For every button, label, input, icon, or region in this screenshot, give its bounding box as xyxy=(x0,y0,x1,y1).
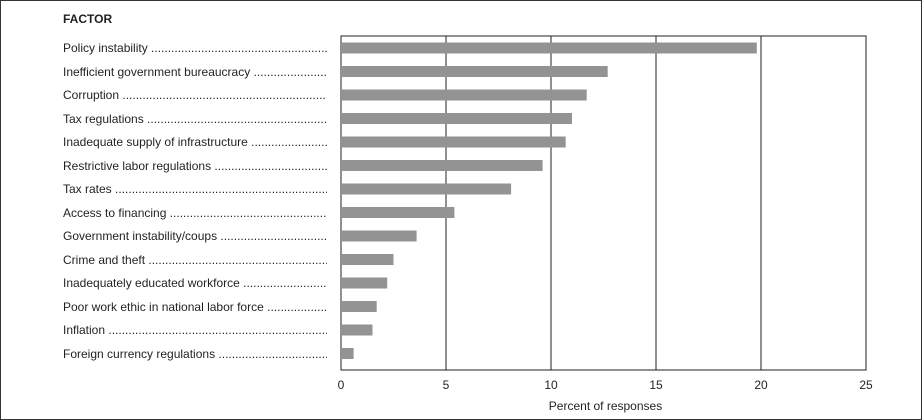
category-label: Inflation xyxy=(63,322,327,338)
leader-dots xyxy=(217,229,327,243)
category-label-text: Inadequate supply of infrastructure xyxy=(63,135,248,149)
bar xyxy=(341,254,394,265)
leader-dots xyxy=(215,347,327,361)
leader-dots xyxy=(166,206,327,220)
category-label-text: Restrictive labor regulations xyxy=(63,158,212,173)
bar xyxy=(341,42,757,54)
leader-dots xyxy=(240,276,327,290)
leader-dots xyxy=(105,323,327,337)
category-label: Poor work ethic in national labor force xyxy=(63,299,327,315)
category-label-text: Corruption xyxy=(63,88,120,102)
bar xyxy=(341,277,388,289)
bar xyxy=(341,183,512,195)
x-tick-label: 15 xyxy=(649,378,663,392)
bar xyxy=(341,301,377,312)
x-tick-label: 0 xyxy=(338,378,345,392)
category-label: Inefficient government bureaucracy xyxy=(63,64,327,80)
x-tick-label: 5 xyxy=(443,378,450,392)
x-tick-label: 20 xyxy=(754,378,768,392)
category-label: Restrictive labor regulations xyxy=(63,158,327,174)
leader-dots xyxy=(148,41,327,55)
bar xyxy=(341,136,566,148)
category-label-text: Inadequately educated workforce xyxy=(63,276,240,290)
bar xyxy=(341,348,354,359)
category-label: Government instability/coups xyxy=(63,228,327,244)
category-label-text: Policy instability xyxy=(63,41,148,55)
bar xyxy=(341,89,587,101)
category-label-text: Tax regulations xyxy=(63,111,144,126)
bar xyxy=(341,230,417,242)
bar xyxy=(341,324,373,336)
category-label: Foreign currency regulations xyxy=(63,346,327,362)
x-tick-label: 25 xyxy=(859,378,873,392)
plot-frame xyxy=(340,35,867,371)
category-label-text: Foreign currency regulations xyxy=(63,346,216,361)
x-tick-labels: 0 5 10 15 20 25 xyxy=(338,378,873,392)
category-label-text: Tax rates xyxy=(63,182,112,196)
bar xyxy=(341,113,572,124)
leader-dots xyxy=(248,135,327,149)
category-heading: FACTOR xyxy=(63,12,113,26)
category-label: Policy instability xyxy=(63,40,327,56)
leader-dots xyxy=(144,112,327,126)
x-tick-label: 10 xyxy=(544,378,558,392)
category-label: Corruption xyxy=(63,87,327,103)
bar xyxy=(341,207,455,218)
x-axis-title: Percent of responses xyxy=(549,399,662,413)
leader-dots xyxy=(119,88,327,102)
leader-dots xyxy=(250,65,327,79)
category-label-text: Inflation xyxy=(63,323,106,337)
bar xyxy=(341,66,608,77)
category-label-text: Poor work ethic in national labor force xyxy=(63,299,264,314)
leader-dots xyxy=(112,182,327,196)
category-label: Inadequately educated workforce xyxy=(63,275,327,291)
grid-lines xyxy=(340,35,867,371)
leader-dots xyxy=(211,159,327,173)
leader-dots xyxy=(264,300,327,314)
category-label: Access to financing xyxy=(63,205,327,221)
category-label-text: Crime and theft xyxy=(63,252,146,267)
category-label: Tax regulations xyxy=(63,111,327,127)
category-label-text: Government instability/coups xyxy=(63,229,218,243)
category-label-text: Access to financing xyxy=(63,205,167,220)
category-label: Inadequate supply of infrastructure xyxy=(63,134,327,150)
leader-dots xyxy=(145,253,327,267)
category-label: Crime and theft xyxy=(63,252,327,268)
category-label-text: Inefficient government bureaucracy xyxy=(63,64,251,79)
bars xyxy=(341,42,757,359)
category-label: Tax rates xyxy=(63,181,327,197)
bar xyxy=(341,160,543,171)
